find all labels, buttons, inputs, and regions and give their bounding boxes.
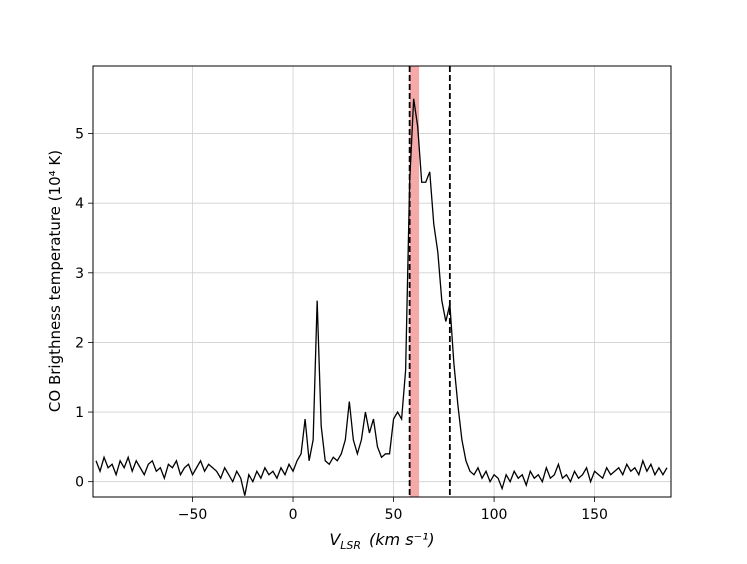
y-tick-label: 4 bbox=[75, 196, 84, 212]
x-axis-label: VLSR (km s⁻¹) bbox=[329, 530, 434, 552]
x-label-unit: (km s⁻¹) bbox=[369, 530, 435, 549]
x-label-subscript: LSR bbox=[340, 539, 361, 552]
spectrum-line bbox=[95, 98, 668, 496]
x-tick-label: 100 bbox=[481, 507, 508, 523]
y-tick-label: 5 bbox=[75, 127, 84, 143]
y-tick-label: 1 bbox=[75, 405, 84, 421]
x-tick-label: 0 bbox=[289, 507, 298, 523]
x-tick-label: 150 bbox=[581, 507, 608, 523]
velocity-span bbox=[409, 66, 420, 497]
plot-frame bbox=[92, 65, 672, 498]
y-tick-label: 3 bbox=[75, 266, 84, 282]
x-tick-label: −50 bbox=[178, 507, 208, 523]
x-label-symbol: V bbox=[329, 530, 341, 549]
y-tick-label: 2 bbox=[75, 335, 84, 351]
x-tick-label: 50 bbox=[385, 507, 403, 523]
y-tick-label: 0 bbox=[75, 475, 84, 491]
y-axis-label: CO Brigthness temperature (10⁴ K) bbox=[46, 150, 64, 412]
